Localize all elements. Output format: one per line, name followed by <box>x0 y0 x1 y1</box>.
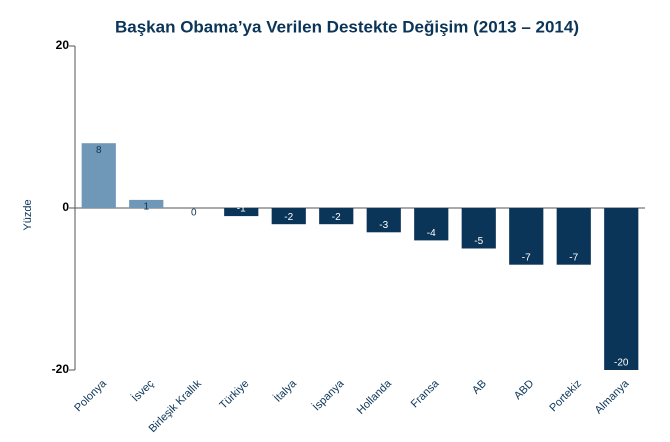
bar <box>366 208 401 233</box>
value-label: -3 <box>379 220 388 231</box>
value-label: -20 <box>614 358 629 369</box>
value-label: -7 <box>569 252 578 263</box>
value-label: -4 <box>427 228 436 239</box>
chart-title: Başkan Obama’ya Verilen Destekte Değişim… <box>115 17 579 36</box>
value-label: -1 <box>237 204 246 215</box>
y-axis-label: Yüzde <box>22 199 34 230</box>
x-tick-label: Almanya <box>593 377 632 416</box>
bar <box>414 208 449 241</box>
x-tick-label: ABD <box>512 378 537 403</box>
value-label: -2 <box>332 212 341 223</box>
y-tick-label: -20 <box>52 362 70 376</box>
bar <box>461 208 496 249</box>
bar <box>556 208 591 265</box>
value-label: -7 <box>522 252 531 263</box>
x-tick-label: İsveç <box>129 377 157 405</box>
x-tick-label: Polonya <box>72 377 109 414</box>
x-tick-label: Türkiye <box>217 378 251 412</box>
y-tick-label: 20 <box>56 38 70 52</box>
bar <box>319 208 354 225</box>
bar <box>604 208 639 370</box>
y-tick-label: 0 <box>62 200 69 214</box>
value-label: 1 <box>143 202 149 213</box>
x-tick-label: Hollanda <box>355 377 395 417</box>
x-tick-label: AB <box>470 378 489 397</box>
value-label: 8 <box>96 145 102 156</box>
value-label: -5 <box>474 236 483 247</box>
x-tick-label: Fransa <box>409 377 442 410</box>
bar <box>129 199 164 208</box>
x-tick-label: İspanya <box>310 376 347 413</box>
x-tick-label: İtalya <box>271 376 299 404</box>
value-label: 0 <box>191 208 197 219</box>
bar <box>271 208 306 225</box>
bar <box>81 143 116 208</box>
value-label: -2 <box>284 212 293 223</box>
bar <box>224 208 259 217</box>
x-tick-label: Portekiz <box>547 378 584 415</box>
bar <box>509 208 544 265</box>
